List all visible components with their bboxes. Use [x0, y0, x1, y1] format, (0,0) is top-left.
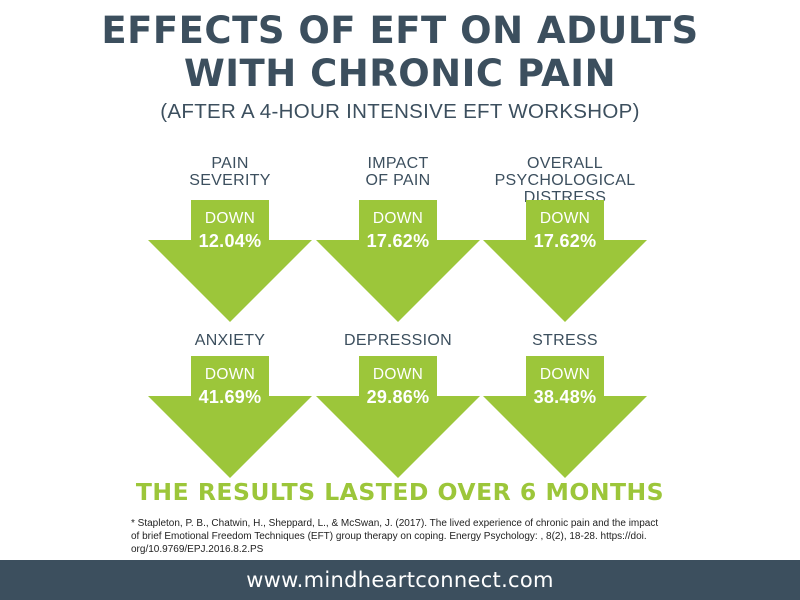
- down-arrow-icon: [140, 200, 320, 328]
- results-banner: THE RESULTS LASTED OVER 6 MONTHS: [135, 478, 665, 506]
- percent-value: 29.86%: [366, 387, 430, 407]
- percent-value: 12.04%: [198, 231, 262, 251]
- citation-line: org/10.9769/EPJ.2016.8.2.PS: [131, 544, 264, 555]
- direction-label: DOWN: [539, 366, 591, 383]
- down-arrow-icon: [475, 200, 655, 328]
- metric-label: PAIN: [211, 155, 249, 172]
- direction-label: DOWN: [372, 210, 424, 227]
- metric-label: IMPACT: [367, 155, 429, 172]
- down-arrow-icon: [308, 356, 488, 484]
- direction-label: DOWN: [539, 210, 591, 227]
- percent-value: 41.69%: [198, 387, 262, 407]
- citation: * Stapleton, P. B., Chatwin, H., Sheppar…: [131, 517, 711, 556]
- direction-label: DOWN: [372, 366, 424, 383]
- metric-label: STRESS: [532, 332, 598, 349]
- metric-label: PSYCHOLOGICAL: [494, 172, 636, 189]
- metric-label: OF PAIN: [365, 172, 431, 189]
- footer-url[interactable]: www.mindheartconnect.com: [246, 568, 554, 592]
- metric-label: DEPRESSION: [344, 332, 452, 349]
- down-arrow-icon: [140, 356, 320, 484]
- citation-line: of brief Emotional Freedom Techniques (E…: [131, 531, 647, 542]
- footer-bar: www.mindheartconnect.com: [0, 560, 800, 600]
- direction-label: DOWN: [204, 210, 256, 227]
- metric-label: SEVERITY: [189, 172, 271, 189]
- title-line-1: EFFECTS OF EFT ON ADULTS: [101, 9, 699, 52]
- percent-value: 38.48%: [533, 387, 597, 407]
- metric-label: OVERALL: [527, 155, 603, 172]
- down-arrow-icon: [475, 356, 655, 484]
- direction-label: DOWN: [204, 366, 256, 383]
- metric-label: ANXIETY: [194, 332, 266, 349]
- title-line-2: WITH CHRONIC PAIN: [183, 52, 617, 95]
- down-arrow-icon: [308, 200, 488, 328]
- subtitle: (AFTER A 4-HOUR INTENSIVE EFT WORKSHOP): [160, 100, 640, 123]
- citation-line: * Stapleton, P. B., Chatwin, H., Sheppar…: [131, 518, 659, 529]
- percent-value: 17.62%: [533, 231, 597, 251]
- percent-value: 17.62%: [366, 231, 430, 251]
